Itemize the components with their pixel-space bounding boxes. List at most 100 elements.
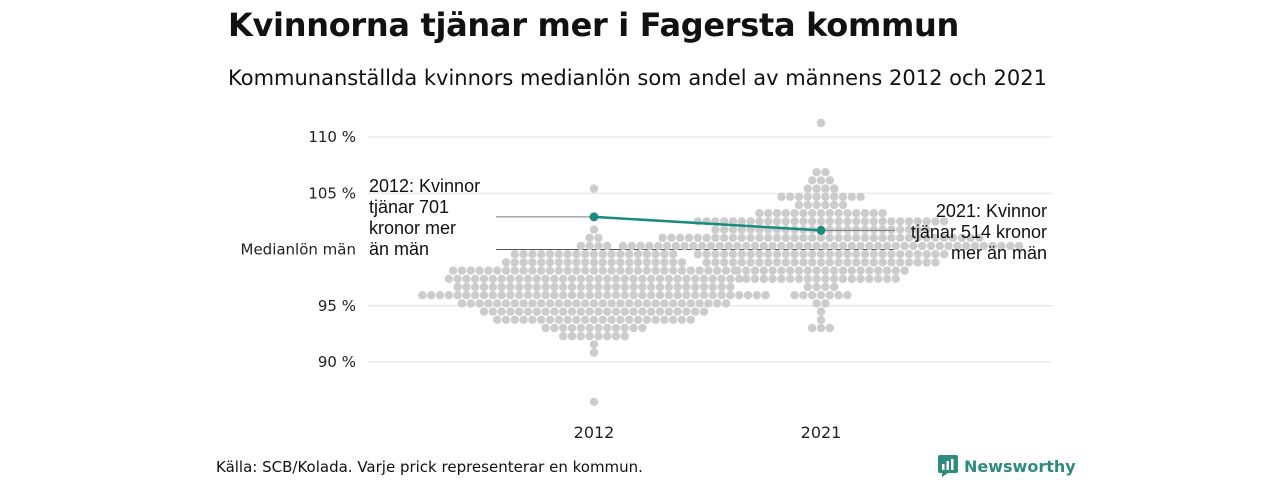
swarm-dot bbox=[816, 176, 826, 185]
swarm-dot bbox=[686, 315, 695, 324]
swarm-dot bbox=[616, 315, 625, 324]
swarm-dot bbox=[869, 217, 878, 226]
swarm-dot bbox=[812, 299, 821, 308]
swarm-dot bbox=[655, 274, 665, 283]
swarm-dot bbox=[821, 274, 830, 283]
swarm-dot bbox=[918, 241, 927, 251]
swarm-dot bbox=[860, 225, 870, 234]
swarm-dot bbox=[629, 291, 638, 300]
swarm-dot bbox=[865, 241, 874, 251]
swarm-dot bbox=[519, 315, 528, 324]
swarm-dot bbox=[660, 315, 669, 324]
swarm-dot bbox=[550, 282, 559, 292]
swarm-dot bbox=[746, 233, 755, 242]
brand-logo: Newsworthy bbox=[938, 455, 1076, 477]
swarm-dot bbox=[532, 291, 541, 300]
swarm-dot bbox=[869, 250, 878, 259]
swarm-dot bbox=[843, 209, 852, 218]
swarm-dot bbox=[627, 241, 636, 251]
swarm-dot bbox=[834, 209, 843, 218]
swarm-dot bbox=[594, 323, 603, 333]
swarm-dot bbox=[761, 291, 770, 300]
swarm-dot bbox=[803, 241, 812, 251]
swarm-dot bbox=[537, 258, 546, 267]
swarm-dot bbox=[603, 241, 612, 251]
swarm-dot bbox=[642, 315, 651, 324]
swarm-dot bbox=[838, 200, 848, 210]
swarm-dot bbox=[515, 307, 524, 316]
swarm-dot bbox=[931, 250, 940, 259]
swarm-dot bbox=[699, 274, 709, 283]
swarm-dot bbox=[660, 266, 669, 275]
swarm-dot bbox=[869, 258, 878, 267]
swarm-dot bbox=[616, 299, 625, 308]
swarm-dot bbox=[997, 241, 1006, 251]
swarm-dot bbox=[808, 233, 817, 242]
swarm-dot bbox=[887, 258, 896, 267]
swarm-dot bbox=[843, 250, 852, 259]
swarm-dot bbox=[728, 233, 738, 242]
swarm-dot bbox=[786, 241, 795, 251]
swarm-dot bbox=[726, 282, 735, 292]
swarm-dot bbox=[904, 217, 914, 226]
swarm-dot bbox=[904, 225, 914, 234]
swarm-dot bbox=[821, 282, 830, 292]
swarm-dot bbox=[585, 332, 594, 341]
swarm-dot bbox=[816, 217, 826, 226]
swarm-dot bbox=[821, 266, 830, 275]
swarm-dot bbox=[449, 266, 458, 275]
swarm-dot bbox=[594, 291, 603, 300]
swarm-dot bbox=[589, 340, 599, 349]
swarm-dot bbox=[812, 184, 821, 193]
swarm-dot bbox=[781, 233, 790, 242]
swarm-dot bbox=[772, 209, 782, 218]
swarm-dot bbox=[660, 299, 669, 308]
swarm-dot bbox=[940, 250, 949, 259]
swarm-dot bbox=[563, 315, 572, 324]
swarm-dot bbox=[581, 315, 590, 324]
swarm-dot bbox=[865, 274, 874, 283]
swarm-dot bbox=[794, 274, 804, 283]
swarm-dot bbox=[563, 250, 572, 259]
swarm-dot bbox=[427, 291, 436, 300]
swarm-dot bbox=[803, 184, 812, 193]
swarm-dot bbox=[940, 233, 949, 242]
brand-name: Newsworthy bbox=[964, 456, 1076, 476]
swarm-dot bbox=[830, 192, 839, 201]
swarm-dot bbox=[825, 176, 834, 185]
swarm-dot bbox=[825, 250, 834, 259]
swarm-dot bbox=[686, 266, 695, 275]
swarm-dot bbox=[737, 225, 746, 234]
swarm-dot bbox=[717, 291, 726, 300]
swarm-dot bbox=[453, 274, 462, 283]
swarm-dot bbox=[589, 184, 599, 193]
swarm-dot bbox=[488, 291, 497, 300]
swarm-dot bbox=[506, 274, 515, 283]
swarm-dot bbox=[576, 291, 585, 300]
swarm-dot bbox=[676, 233, 685, 242]
swarm-dot bbox=[651, 258, 660, 267]
swarm-dot bbox=[567, 274, 577, 283]
swarm-dot bbox=[812, 274, 821, 283]
swarm-dot bbox=[913, 225, 922, 234]
swarm-dot bbox=[896, 233, 905, 242]
swarm-dot bbox=[786, 266, 795, 275]
swarm-dot bbox=[742, 241, 751, 251]
swarm-dot bbox=[528, 315, 537, 324]
swarm-dot bbox=[799, 209, 808, 218]
swarm-dot bbox=[790, 258, 799, 267]
chart-subtitle: Kommunanställda kvinnors medianlön som a… bbox=[228, 66, 1047, 90]
swarm-dot bbox=[642, 299, 651, 308]
swarm-dot bbox=[576, 323, 585, 333]
swarm-dot bbox=[816, 315, 826, 324]
swarm-dot bbox=[550, 291, 559, 300]
swarm-dot bbox=[545, 315, 555, 324]
swarm-dot bbox=[638, 307, 647, 316]
swarm-dot bbox=[711, 225, 720, 234]
swarm-dot bbox=[896, 217, 905, 226]
swarm-dot bbox=[711, 233, 720, 242]
swarm-dot bbox=[598, 250, 607, 259]
swarm-dot bbox=[572, 299, 581, 308]
swarm-dot bbox=[931, 258, 940, 267]
swarm-dot bbox=[532, 274, 541, 283]
